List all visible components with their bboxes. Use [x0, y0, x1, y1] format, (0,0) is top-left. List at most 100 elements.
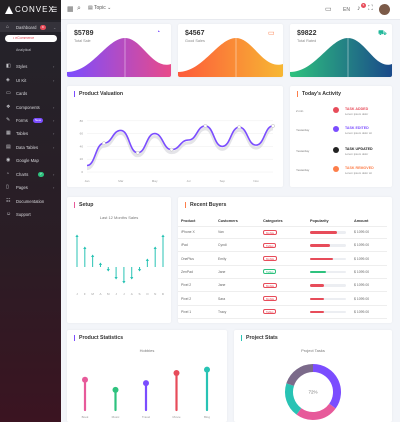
menu-icon[interactable]: ☰: [51, 7, 58, 14]
stat-label: Good Sales: [185, 39, 205, 43]
category-badge: Mobile: [263, 256, 278, 262]
expand-icon[interactable]: ⛶: [368, 5, 373, 12]
plus-icon: [333, 107, 339, 113]
y-tick-label: 0: [81, 170, 83, 174]
sidebar-item-components[interactable]: ❖ Components ›: [0, 102, 61, 112]
chart-title: Hobbies: [139, 348, 155, 353]
pie-slice: [296, 403, 336, 420]
forms-badge: New: [33, 117, 44, 123]
doc-icon: ☷: [6, 198, 11, 204]
project-stats-panel: Project Stats Project Tasks 72%: [234, 330, 392, 422]
x-tick-label: May: [152, 179, 158, 183]
cell-customer: Emily: [218, 256, 227, 261]
table-header: Customers: [218, 219, 238, 223]
search-icon[interactable]: ⌕: [77, 5, 81, 12]
sidebar-item-label: Tables: [16, 130, 29, 136]
bar-head: [130, 277, 134, 280]
flag-label: EN: [343, 7, 350, 13]
chevron-right-icon: ›: [53, 104, 55, 110]
bell-icon[interactable]: ♪: [357, 5, 361, 12]
category-badge: Tablet: [263, 269, 277, 275]
activity-time: Yesterday: [296, 128, 310, 132]
form-icon: ✎: [6, 117, 11, 123]
cell-amount: $ 1099.00: [354, 296, 370, 301]
table-header: Categories: [263, 219, 283, 223]
sidebar-item-googlemap[interactable]: ◉ Google Map: [0, 155, 61, 165]
chart-title: Project Tasks: [301, 348, 325, 353]
chevron-right-icon: ›: [53, 130, 55, 136]
cell-product: iPhone X: [181, 230, 195, 234]
pie-slice: [312, 364, 341, 409]
sidebar-subitem-analytical[interactable]: Analytical: [16, 48, 31, 52]
activity-desc: Lorem ipsum dolor: [345, 152, 369, 156]
x-tick-label: Blog: [204, 415, 210, 419]
statistics-chart: Book Music Travel Movie Blog: [82, 366, 210, 419]
x-tick-label: O: [146, 292, 149, 296]
bar-head: [145, 258, 149, 261]
popularity-fill: [310, 297, 324, 300]
x-tick-label: Jul: [187, 179, 191, 183]
sidebar-item-documentation[interactable]: ☷ Documentation: [0, 196, 61, 206]
recent-buyers-panel: Recent Buyers: [178, 197, 392, 323]
divider: [178, 238, 387, 239]
chevron-right-icon: ›: [53, 184, 55, 190]
panel-title: Today's Activity: [297, 91, 341, 97]
chevron-right-icon: ›: [53, 63, 55, 69]
sidebar-item-label: Cards: [16, 90, 28, 96]
setup-panel: Setup Last 12 Months Sales J F M A M J J A S O N D: [67, 197, 171, 323]
sidebar-item-label: Google Map: [16, 157, 39, 163]
divider: [178, 264, 387, 266]
panel-title: Setup: [74, 202, 93, 208]
sidebar-item-dashboard[interactable]: ⌂ Dashboard 9 ⌄: [0, 22, 61, 32]
topic-dropdown[interactable]: ▤ Topic ⌄: [88, 5, 112, 11]
bar-head: [114, 277, 118, 280]
data-point: [135, 150, 140, 155]
brand-name: CONVEX: [15, 5, 55, 14]
chart-title: Last 12 Months Sales: [99, 215, 139, 220]
popularity-bar: [310, 310, 346, 314]
refresh-icon: [333, 147, 339, 153]
bar-head: [137, 269, 142, 272]
sidebar-item-forms[interactable]: ✎ Forms New ›: [0, 115, 61, 125]
sidebar-item-charts[interactable]: ◔ Charts 7 ›: [0, 169, 61, 179]
x-tick-label: S: [139, 292, 141, 296]
chevron-right-icon: ›: [53, 144, 55, 150]
x-tick-label: J: [76, 292, 78, 296]
sidebar-item-datatables[interactable]: ▤ Data Tables ›: [0, 142, 61, 152]
panel-title: Recent Buyers: [185, 202, 226, 208]
table-header: Product: [181, 219, 196, 223]
y-tick-label: 40: [80, 144, 84, 148]
table-header: Amount: [354, 219, 369, 223]
map-icon: ◉: [6, 157, 11, 163]
sidebar-item-pages[interactable]: ▯ Pages ›: [0, 182, 61, 192]
activity-title: TASK UPDATED: [345, 147, 373, 151]
stat-wave: [290, 38, 392, 77]
x-tick-label: Book: [82, 415, 89, 419]
flag-dropdown[interactable]: EN: [343, 7, 350, 13]
stat-wave: [178, 38, 283, 77]
sidebar-item-tables[interactable]: ▦ Tables ›: [0, 128, 61, 138]
grid-icon[interactable]: ▦: [67, 6, 74, 13]
y-tick-label: 20: [80, 157, 84, 161]
cell-amount: $ 1099.00: [354, 269, 370, 274]
pie-slice: [286, 364, 314, 387]
sidebar-item-styles[interactable]: ◧ Styles ›: [0, 61, 61, 71]
bar-head: [75, 234, 79, 237]
screen-icon[interactable]: ▭: [325, 6, 332, 13]
table-header: Popularity: [310, 219, 329, 223]
sidebar-subitem-ecommerce[interactable]: • eCommerce: [5, 35, 57, 42]
bag-icon: ◧: [6, 63, 11, 69]
popularity-fill: [310, 257, 334, 261]
sidebar-item-uikit[interactable]: ◈ UI Kit ›: [0, 75, 61, 85]
cell-product: OnePlus: [181, 256, 195, 261]
bar-head: [122, 281, 126, 284]
sidebar-item-cards[interactable]: ▭ Cards: [0, 88, 61, 98]
avatar[interactable]: [379, 4, 390, 15]
stat-label: Total Rated: [297, 39, 317, 43]
trash-icon: [333, 166, 339, 172]
stat-card-total-sale: $5789 Total Sale ◔: [67, 24, 171, 77]
sidebar-item-support[interactable]: ☺ Support: [0, 209, 61, 219]
popularity-fill: [310, 284, 325, 287]
divider: [178, 226, 387, 227]
stat-card-good-sales: $4567 Good Sales ▭: [178, 24, 283, 77]
